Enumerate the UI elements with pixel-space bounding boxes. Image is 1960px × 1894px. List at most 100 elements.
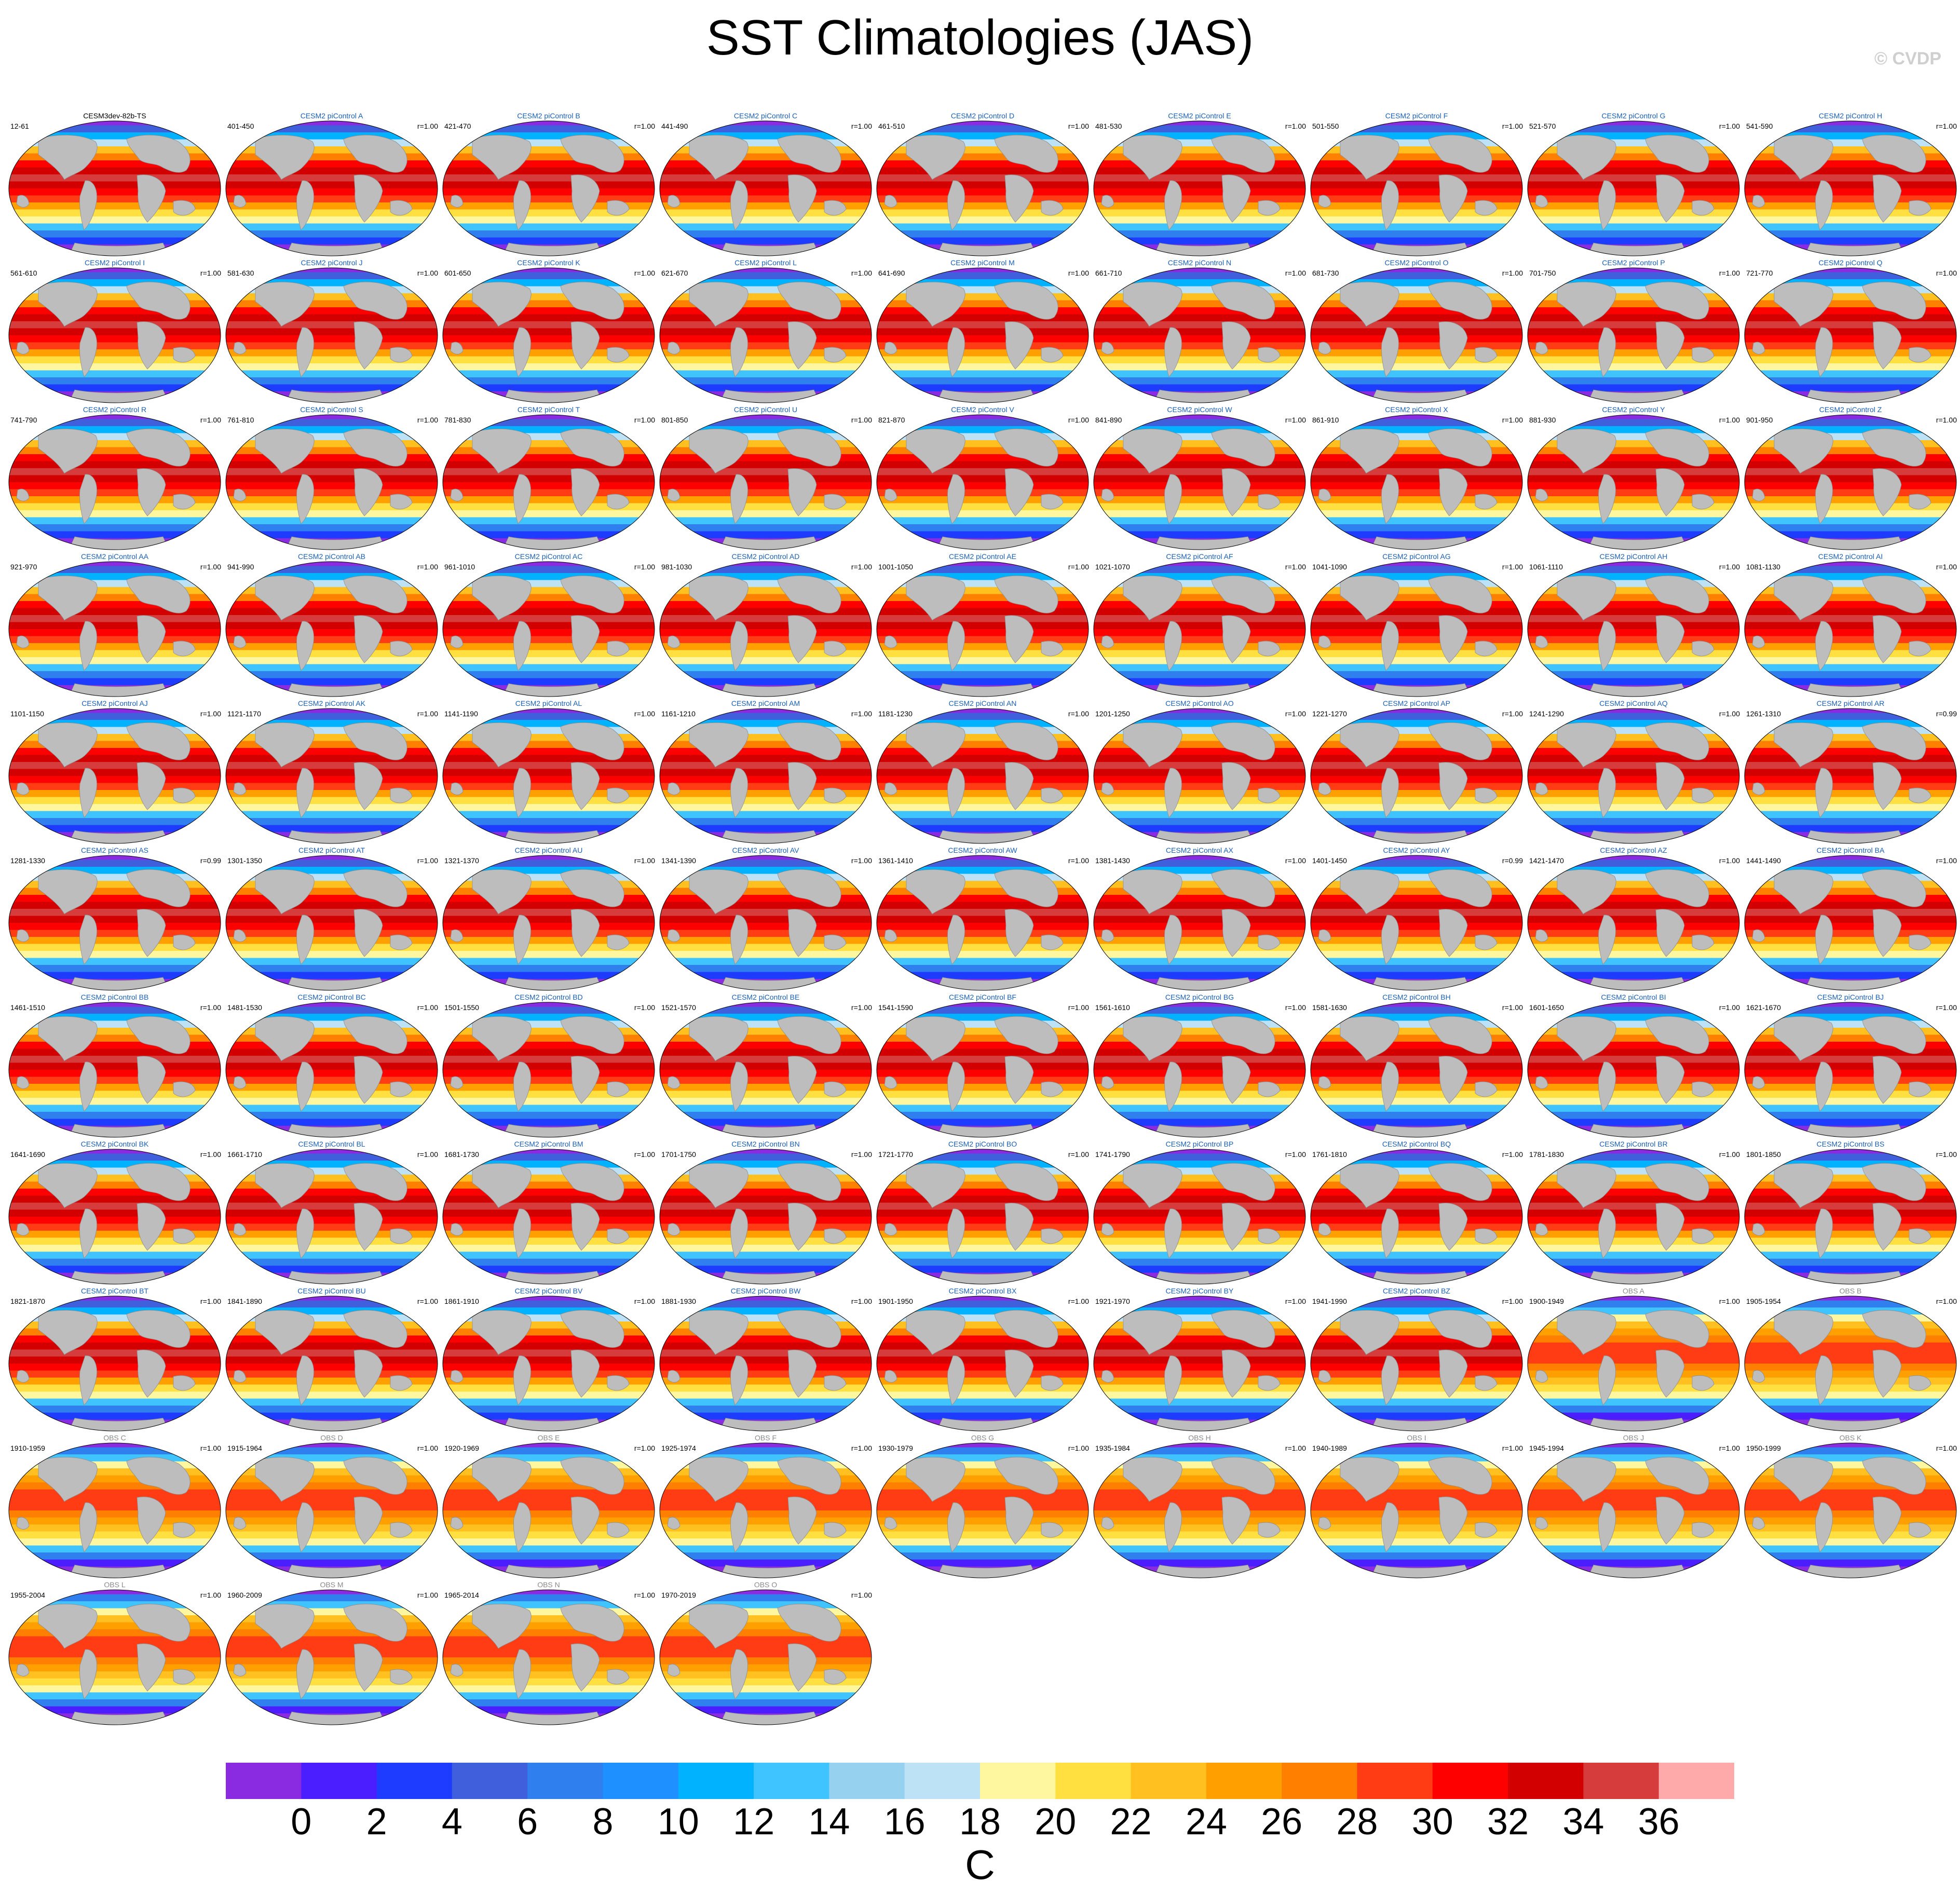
panel-title: CESM2 piControl BA <box>1816 846 1885 854</box>
panel-pattern-correlation: r=1.00 <box>1068 416 1089 424</box>
sst-band <box>443 384 655 392</box>
sst-band <box>1528 790 1739 798</box>
sst-band <box>226 1149 438 1154</box>
sst-band <box>1528 328 1739 336</box>
sst-band <box>660 496 872 504</box>
sst-band <box>1311 356 1522 364</box>
colorbar-tick-label: 24 <box>1185 1801 1227 1843</box>
panel-years: 901-950 <box>1746 416 1773 424</box>
land-mask <box>1872 909 1902 957</box>
sst-map <box>442 267 655 403</box>
sst-band <box>1094 1510 1305 1518</box>
sst-map <box>1527 1296 1740 1432</box>
sst-band <box>1528 1524 1739 1532</box>
land-mask <box>994 1163 1058 1201</box>
sst-band <box>1094 468 1305 476</box>
land-mask <box>1557 575 1616 621</box>
land-mask <box>1774 575 1833 621</box>
land-mask <box>472 575 532 621</box>
land-mask <box>513 1355 531 1406</box>
land-mask <box>1557 1163 1616 1208</box>
panel-pattern-correlation: r=1.00 <box>200 1297 221 1305</box>
land-mask <box>1872 174 1902 223</box>
sst-band <box>443 1392 655 1399</box>
sst-band <box>1311 1112 1522 1120</box>
sst-band <box>1311 1014 1522 1021</box>
sst-band <box>1311 524 1522 532</box>
sst-map <box>1093 855 1306 991</box>
panel-pattern-correlation: r=1.00 <box>1502 1003 1523 1012</box>
map-panel: CESM2 piControl AA 921-970 r=1.00 <box>7 552 222 699</box>
sst-band <box>9 566 221 574</box>
sst-band <box>1311 461 1522 469</box>
land-mask <box>233 1223 247 1236</box>
land-mask <box>38 1163 98 1208</box>
land-mask <box>1655 468 1685 516</box>
map-panel: CESM2 piControl AL 1141-1190 r=1.00 <box>441 699 656 846</box>
land-mask <box>1340 1163 1399 1208</box>
sst-band <box>9 363 221 371</box>
map-outline <box>1744 708 1957 844</box>
panel-title: OBS C <box>103 1434 126 1442</box>
sst-band <box>1094 643 1305 651</box>
sst-band <box>1094 1209 1305 1217</box>
sst-band <box>226 461 438 469</box>
land-mask <box>1535 782 1548 795</box>
land-mask <box>1815 180 1833 230</box>
panel-years: 1915-1964 <box>227 1444 262 1452</box>
sst-band <box>877 608 1088 616</box>
panel-pattern-correlation: r=1.00 <box>1936 1444 1957 1452</box>
map-panel: CESM2 piControl U 801-850 r=1.00 <box>658 405 873 552</box>
sst-band <box>1528 356 1739 364</box>
map-outline <box>442 561 655 697</box>
sst-band <box>1528 1209 1739 1217</box>
sst-band <box>1745 279 1956 287</box>
map-outline <box>1527 561 1740 697</box>
sst-band <box>9 1699 221 1707</box>
land-mask <box>353 1203 383 1251</box>
land-mask <box>513 1649 531 1699</box>
map-outline <box>1527 855 1740 991</box>
sst-band <box>660 195 872 203</box>
sst-band <box>1311 268 1522 273</box>
sst-band <box>1528 1545 1739 1553</box>
sst-band <box>1311 1545 1522 1553</box>
sst-band <box>660 1203 872 1210</box>
sst-band <box>9 503 221 511</box>
land-mask <box>1438 468 1468 516</box>
sst-band <box>877 475 1088 483</box>
land-mask <box>1211 575 1275 614</box>
sst-band <box>443 657 655 665</box>
map-panel: OBS M 1960-2009 r=1.00 <box>224 1580 439 1727</box>
sst-band <box>443 562 655 567</box>
sst-band <box>877 1119 1088 1126</box>
sst-band <box>877 1098 1088 1106</box>
land-mask <box>233 635 247 648</box>
sst-band <box>226 860 438 867</box>
map-panel: CESM2 piControl A 401-450 r=1.00 <box>224 111 439 258</box>
sst-band <box>1528 811 1739 819</box>
land-mask <box>1101 488 1114 501</box>
land-mask <box>906 281 965 327</box>
sst-band <box>660 1531 872 1539</box>
sst-band <box>1745 1443 1956 1448</box>
sst-band <box>1311 1259 1522 1266</box>
sst-band <box>660 909 872 917</box>
sst-map <box>8 267 221 403</box>
panel-years: 401-450 <box>227 122 254 130</box>
sst-band <box>1094 335 1305 343</box>
land-mask <box>730 180 748 230</box>
sst-band <box>1745 503 1956 511</box>
map-outline <box>876 1149 1089 1285</box>
land-mask <box>1221 174 1251 223</box>
sst-band <box>9 1594 221 1602</box>
sst-band <box>1094 1259 1305 1266</box>
sst-band <box>660 1524 872 1532</box>
land-mask <box>1340 1310 1399 1355</box>
sst-band <box>1094 622 1305 630</box>
land-mask <box>824 787 847 803</box>
panel-title: CESM2 piControl BS <box>1816 1140 1885 1148</box>
land-mask <box>1004 1350 1034 1398</box>
land-mask <box>16 1370 30 1383</box>
land-mask <box>233 488 247 501</box>
